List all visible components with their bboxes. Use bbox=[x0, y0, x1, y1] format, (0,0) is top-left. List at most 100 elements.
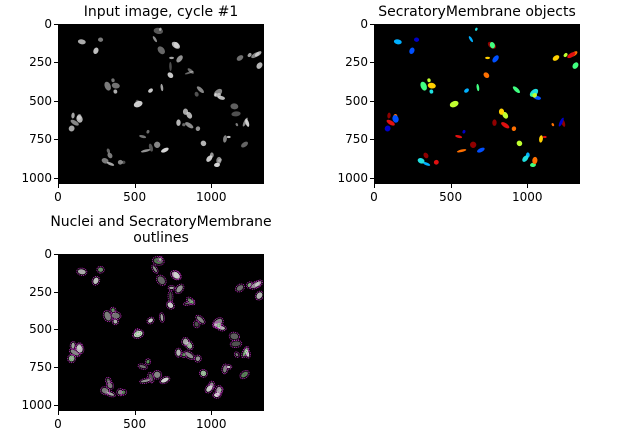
cell-shape bbox=[156, 274, 167, 286]
cell-shape bbox=[241, 346, 250, 359]
cell-shape bbox=[196, 86, 205, 94]
cell-shape bbox=[71, 112, 75, 119]
cell-shape bbox=[111, 78, 115, 83]
cell-shape bbox=[216, 156, 222, 165]
cell-shape bbox=[167, 290, 174, 303]
cell-shape bbox=[152, 266, 158, 273]
cell-shape bbox=[208, 380, 216, 390]
x-tick-mark bbox=[211, 411, 213, 415]
cell-shape bbox=[551, 123, 555, 127]
cell-shape bbox=[121, 160, 126, 165]
y-tick-label: 500 bbox=[29, 322, 52, 337]
cell-shape bbox=[502, 111, 509, 119]
cell-shape bbox=[476, 83, 480, 92]
y-tick-mark bbox=[54, 139, 58, 141]
cell-shape bbox=[69, 356, 74, 361]
cell-shape bbox=[195, 356, 201, 362]
y-tick-label: 750 bbox=[345, 132, 368, 147]
cell-shape bbox=[146, 360, 150, 364]
cell-shape bbox=[184, 70, 194, 75]
cell-shape bbox=[199, 369, 208, 378]
panel-title-input: Input image, cycle #1 bbox=[83, 4, 239, 20]
cell-shape bbox=[242, 372, 247, 377]
y-tick-label: 750 bbox=[29, 132, 52, 147]
cell-shape bbox=[137, 363, 148, 370]
cell-shape bbox=[462, 129, 466, 134]
cell-shape bbox=[492, 55, 499, 63]
cell-shape bbox=[188, 298, 193, 304]
cell-shape bbox=[165, 300, 175, 310]
cell-shape bbox=[77, 269, 86, 275]
cell-shape bbox=[241, 141, 249, 148]
cell-shape bbox=[501, 122, 510, 129]
cell-shape bbox=[185, 122, 194, 129]
cell-shape bbox=[204, 383, 214, 394]
cell-shape bbox=[101, 157, 109, 164]
cell-shape bbox=[68, 125, 75, 132]
cell-shape bbox=[206, 155, 213, 162]
cell-shape bbox=[567, 52, 576, 59]
x-tick-mark bbox=[134, 184, 136, 188]
cell-shape bbox=[104, 81, 111, 91]
cell-shape bbox=[542, 135, 547, 139]
cell-shape bbox=[139, 134, 147, 139]
cell-shape bbox=[106, 148, 111, 154]
cell-shape bbox=[214, 385, 224, 396]
cell-shape bbox=[75, 342, 84, 352]
cell-shape bbox=[483, 72, 490, 78]
cell-shape bbox=[139, 364, 147, 369]
cell-shape bbox=[552, 55, 560, 61]
cell-shape bbox=[251, 52, 260, 59]
cell-shape bbox=[96, 265, 105, 274]
cell-shape bbox=[182, 338, 189, 345]
cell-shape bbox=[122, 390, 126, 394]
x-tick-label: 0 bbox=[54, 417, 62, 431]
cell-shape bbox=[226, 135, 231, 139]
cell-shape bbox=[235, 123, 239, 127]
cell-shape bbox=[169, 291, 172, 302]
cell-shape bbox=[105, 376, 112, 385]
cell-shape bbox=[176, 349, 181, 356]
cell-shape bbox=[167, 72, 174, 78]
y-tick-mark bbox=[54, 367, 58, 369]
y-tick-label: 250 bbox=[29, 284, 52, 299]
cell-shape bbox=[180, 351, 188, 358]
y-tick-label: 750 bbox=[29, 360, 52, 375]
cell-shape bbox=[475, 27, 478, 31]
cell-shape bbox=[146, 359, 150, 364]
cell-shape bbox=[572, 62, 579, 69]
cell-shape bbox=[212, 391, 222, 399]
cell-shape bbox=[77, 39, 86, 45]
y-tick-mark bbox=[54, 24, 58, 25]
cell-shape bbox=[74, 343, 85, 355]
cell-shape bbox=[147, 372, 155, 384]
cell-shape bbox=[187, 342, 192, 348]
x-tick-label: 500 bbox=[123, 190, 147, 204]
x-tick-mark bbox=[374, 184, 375, 188]
cell-shape bbox=[152, 36, 158, 43]
cell-shape bbox=[532, 156, 538, 165]
cell-shape bbox=[102, 310, 113, 323]
cell-shape bbox=[230, 103, 239, 110]
cell-shape bbox=[181, 336, 190, 347]
cell-shape bbox=[223, 135, 227, 143]
cell-shape bbox=[148, 318, 153, 323]
cell-shape bbox=[157, 276, 165, 285]
cell-shape bbox=[233, 351, 240, 358]
cell-shape bbox=[167, 302, 174, 308]
cell-shape bbox=[153, 371, 161, 378]
cell-shape bbox=[111, 317, 119, 326]
x-tick-label: 0 bbox=[54, 190, 62, 204]
cell-shape bbox=[101, 387, 109, 394]
y-tick-mark bbox=[370, 24, 374, 25]
cell-shape bbox=[167, 285, 176, 291]
cell-shape bbox=[522, 155, 529, 162]
cell-shape bbox=[69, 348, 81, 358]
outlines-image bbox=[67, 256, 263, 399]
cell-shape bbox=[93, 47, 99, 55]
cell-shape bbox=[200, 140, 207, 147]
cell-shape bbox=[153, 141, 161, 148]
y-tick-mark bbox=[370, 62, 374, 64]
cell-shape bbox=[98, 268, 103, 272]
cell-shape bbox=[256, 62, 263, 69]
